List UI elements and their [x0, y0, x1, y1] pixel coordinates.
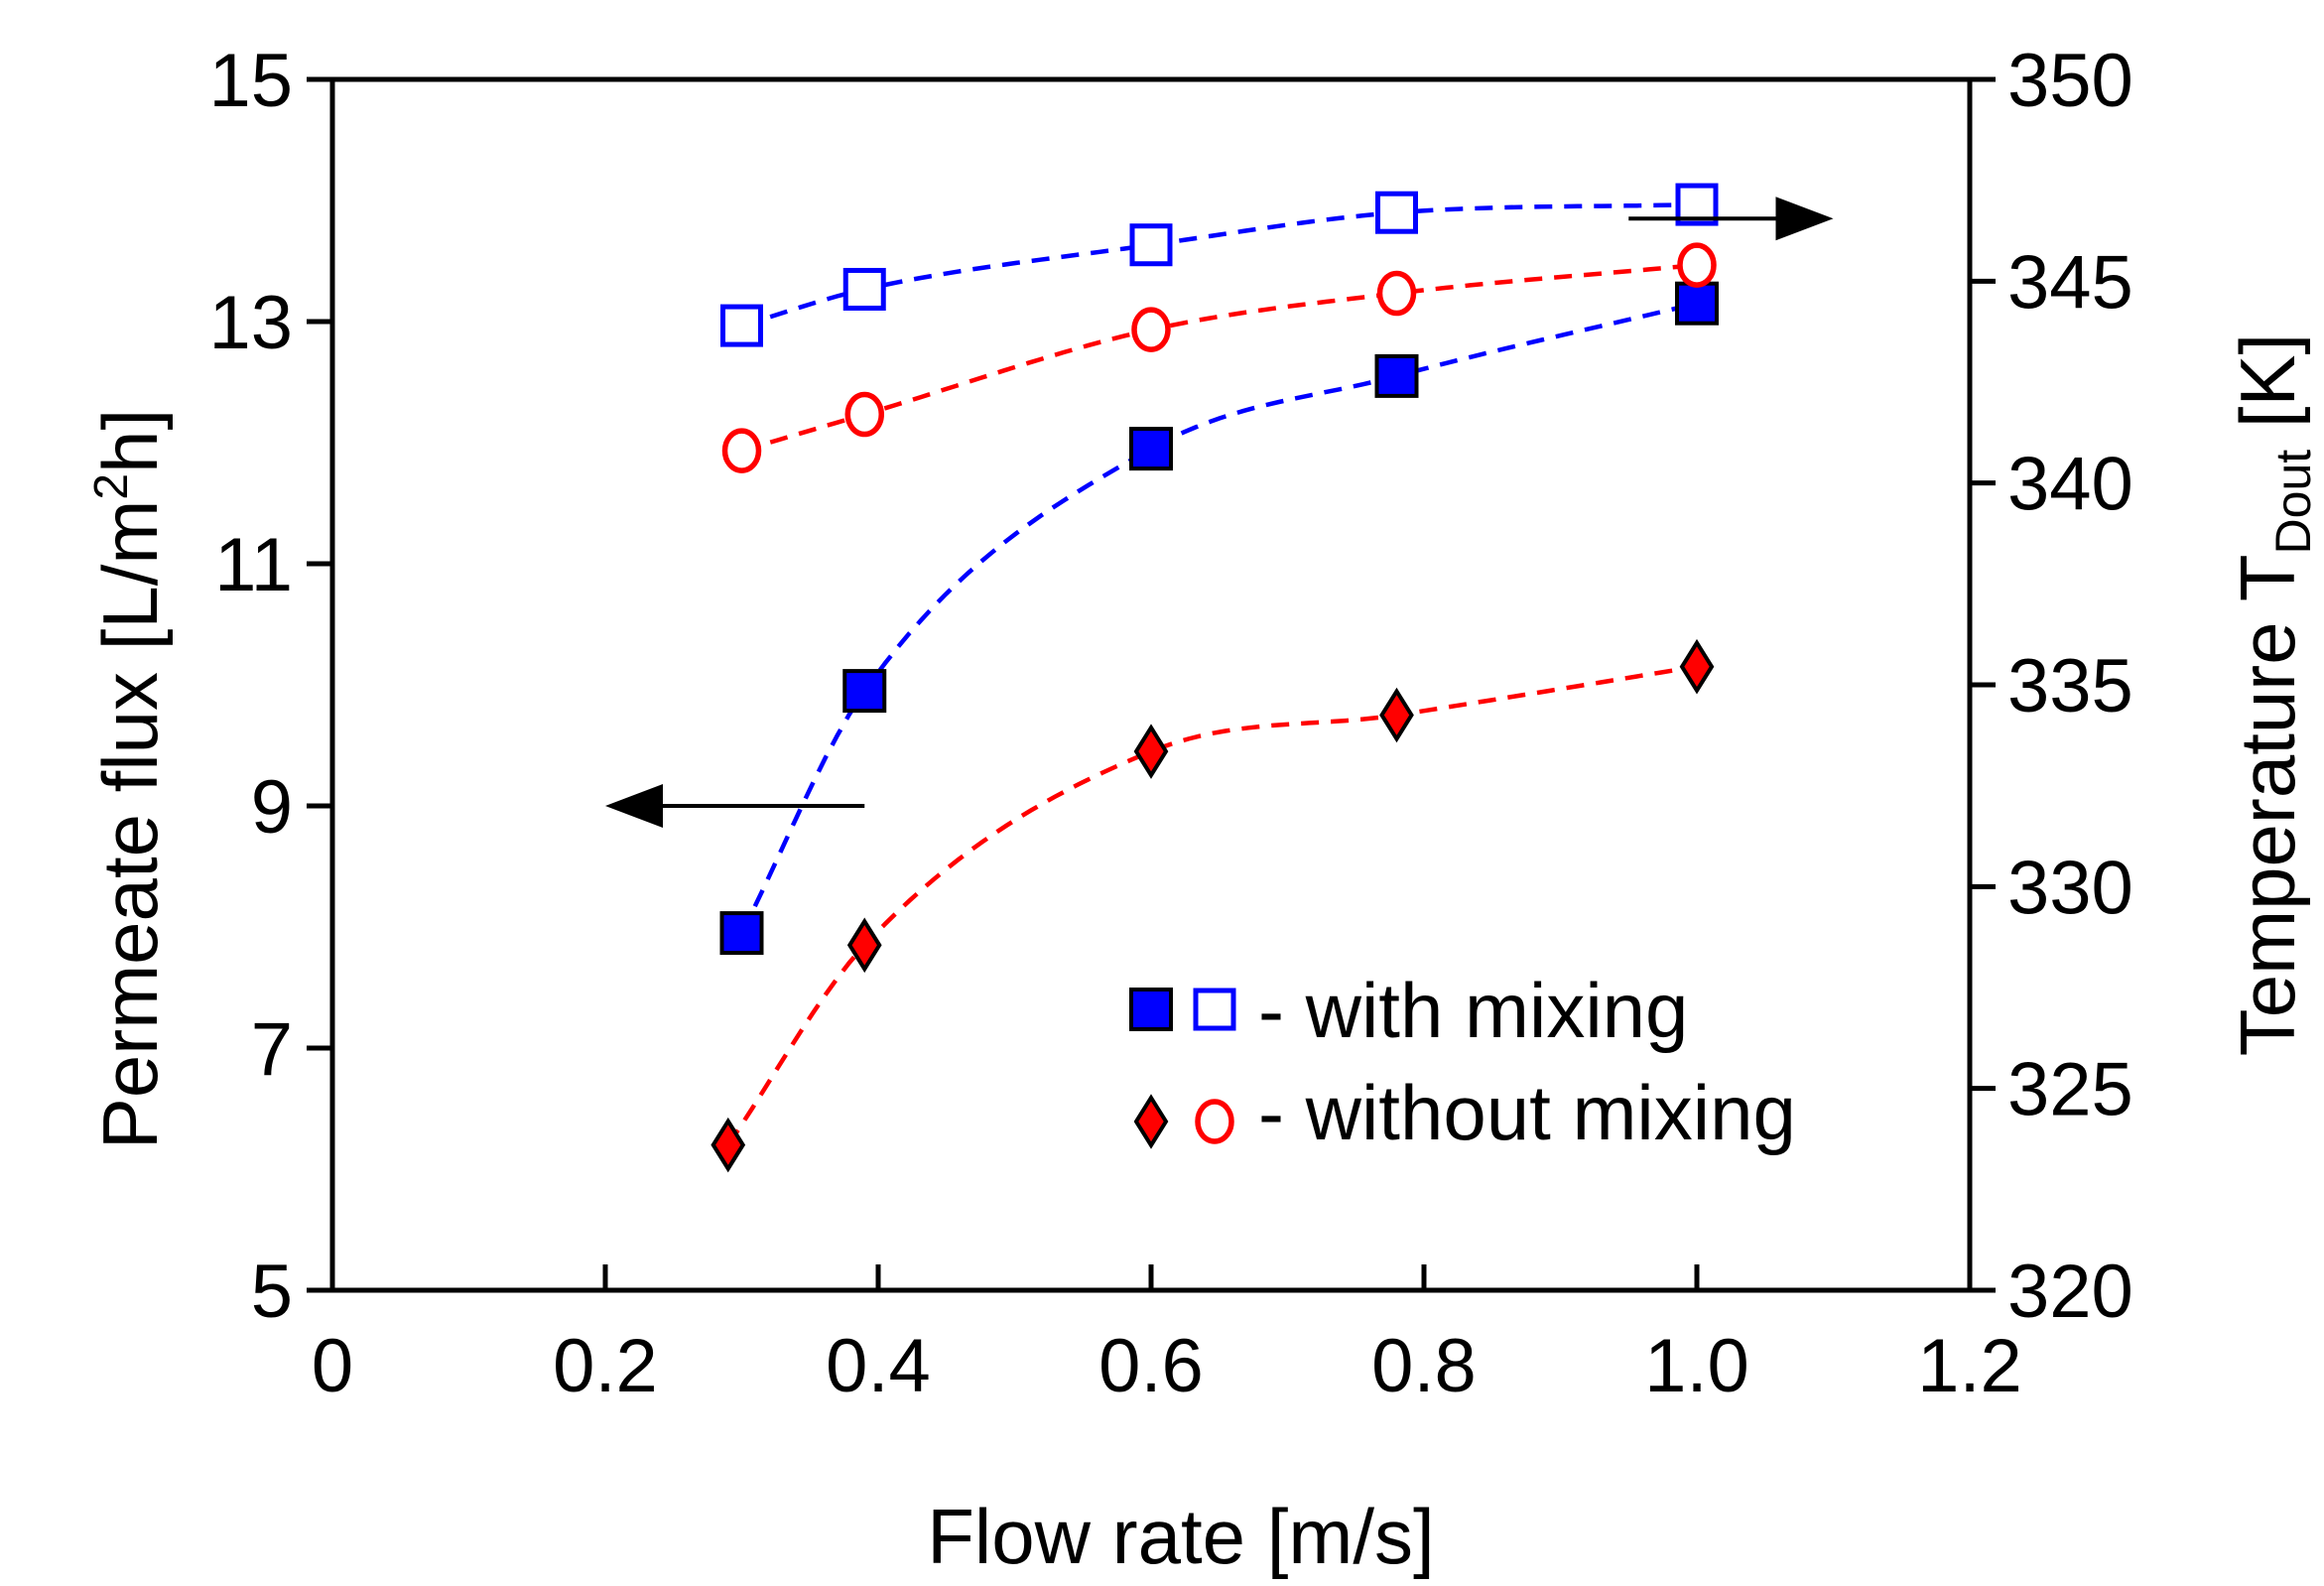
- legend-marker-square-open: [1193, 988, 1236, 1031]
- data-point-s1: [1374, 353, 1419, 398]
- data-point-s3: [720, 304, 763, 347]
- legend-marker-square-filled: [1129, 988, 1173, 1031]
- trendline-1: [739, 301, 1698, 935]
- data-point-s4: [1376, 270, 1417, 317]
- legend-marker-diamond-filled: [1133, 1094, 1169, 1149]
- y-left-tick-label: 9: [251, 765, 293, 850]
- x-tick-label: 0: [312, 1324, 353, 1408]
- x-tick-label: 0.6: [1098, 1324, 1204, 1408]
- legend: - with mixing - without mixing: [1129, 967, 1796, 1156]
- legend-label-with-mixing: - with mixing: [1258, 967, 1688, 1054]
- y-right-tick-label: 335: [2007, 644, 2133, 728]
- data-point-s1: [1129, 427, 1173, 471]
- y-left-tick-label: 7: [251, 1007, 293, 1092]
- trendline-layer: [725, 201, 1698, 1146]
- data-point-s4: [1677, 242, 1717, 288]
- marker-layer: [710, 183, 1719, 1173]
- data-point-s4: [844, 391, 884, 438]
- left-axis-title: Permeate flux [L/m2h]: [85, 409, 174, 1149]
- y-right-tick-label: 320: [2007, 1250, 2133, 1334]
- x-tick-label: 1.2: [1917, 1324, 2022, 1408]
- y-left-tick-label: 11: [214, 523, 293, 607]
- trendline-4: [740, 262, 1698, 454]
- data-point-s4: [721, 428, 762, 473]
- y-left-tick-label: 15: [208, 39, 293, 123]
- y-right-tick-label: 350: [2007, 39, 2133, 123]
- right-axis-title: Temperature TDout [K]: [2224, 333, 2321, 1056]
- trendline-2: [725, 664, 1698, 1146]
- y-left-tick-label: 13: [208, 281, 293, 365]
- x-tick-label: 1.0: [1644, 1324, 1749, 1408]
- annotation-layer: [605, 197, 1834, 828]
- data-point-s2: [1379, 687, 1414, 743]
- data-point-s3: [842, 267, 886, 311]
- arrow-left-head: [605, 784, 663, 828]
- data-point-s1: [719, 911, 764, 956]
- data-point-s2: [710, 1117, 746, 1173]
- x-tick-label: 0.4: [826, 1324, 931, 1408]
- y-left-tick-label: 5: [251, 1250, 293, 1334]
- data-point-s2: [846, 917, 882, 974]
- y-right-tick-label: 340: [2007, 443, 2133, 527]
- data-point-s1: [842, 669, 887, 714]
- trendline-3: [740, 201, 1698, 329]
- x-tick-label: 0.8: [1371, 1324, 1477, 1408]
- x-tick-label: 0.2: [553, 1324, 658, 1408]
- x-axis-title: Flow rate [m/s]: [927, 1493, 1434, 1580]
- data-point-s3: [1129, 223, 1173, 267]
- arrow-right-head: [1775, 197, 1834, 241]
- data-point-s2: [1679, 638, 1715, 695]
- y-right-tick-label: 325: [2007, 1048, 2133, 1132]
- data-point-s4: [1131, 307, 1171, 352]
- y-right-tick-label: 330: [2007, 846, 2133, 930]
- tick-layer: 0 0.2 0.4 0.6 0.8 1.0 1.2 5 7 9 11 13 15 320 325 330 335…: [208, 39, 2132, 1408]
- data-point-s2: [1133, 724, 1169, 779]
- legend-label-without-mixing: - without mixing: [1258, 1069, 1796, 1156]
- legend-marker-circle-open: [1195, 1099, 1234, 1144]
- data-point-s3: [1375, 191, 1418, 234]
- data-point-s1: [1675, 281, 1719, 326]
- y-right-tick-label: 345: [2007, 240, 2133, 325]
